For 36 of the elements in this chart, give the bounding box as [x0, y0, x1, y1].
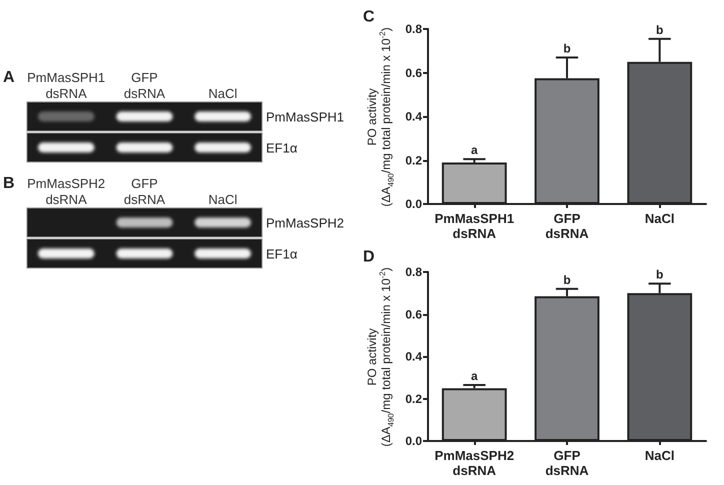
- y-tick-label: 0.0: [405, 197, 422, 211]
- annotation: b: [563, 41, 571, 56]
- y-tick-label: 0.4: [405, 350, 422, 364]
- category-label: GFP dsRNA: [124, 70, 166, 101]
- annotation: a: [470, 143, 478, 158]
- category-label: PmMasSPH2: [266, 216, 344, 230]
- category-label: EF1α: [266, 140, 298, 156]
- text: A: [3, 69, 15, 86]
- y-tick-label: 0.8: [405, 265, 422, 279]
- category-label: GFP dsRNA: [124, 176, 166, 207]
- y-tick-label: 0.0: [405, 434, 422, 448]
- y-tick-label: 0.6: [405, 307, 422, 322]
- y-tick-label: 0.8: [405, 22, 422, 36]
- category-label: PmMasSPH1: [266, 110, 344, 124]
- category-label: PmMasSPH2 dsRNA: [27, 176, 106, 207]
- x-tick-label: GFP dsRNA: [545, 448, 590, 478]
- x-tick-label: PmMasSPH1 dsRNA: [434, 211, 514, 241]
- x-tick-label: GFP dsRNA: [545, 211, 590, 241]
- x-tick-label: NaCl: [644, 211, 674, 226]
- y-tick-label: 0.6: [405, 66, 422, 80]
- y-tick-label: 0.2: [405, 153, 422, 168]
- annotation: b: [656, 268, 664, 282]
- y-tick-label: 0.4: [405, 110, 422, 124]
- x-tick-label: NaCl: [644, 448, 674, 463]
- chart-title: C: [363, 8, 375, 26]
- x-tick-label: PmMasSPH2 dsRNA: [434, 448, 514, 478]
- annotation: b: [563, 272, 571, 287]
- annotation: a: [470, 369, 478, 384]
- annotation: b: [656, 22, 664, 37]
- category-label: PmMasSPH1 dsRNA: [27, 70, 106, 101]
- text: B: [3, 175, 15, 192]
- chart-title: D: [363, 248, 375, 266]
- y-tick-label: 0.2: [405, 392, 422, 406]
- category-label: NaCl: [208, 86, 238, 101]
- category-label: NaCl: [208, 192, 238, 207]
- category-label: EF1α: [266, 246, 298, 262]
